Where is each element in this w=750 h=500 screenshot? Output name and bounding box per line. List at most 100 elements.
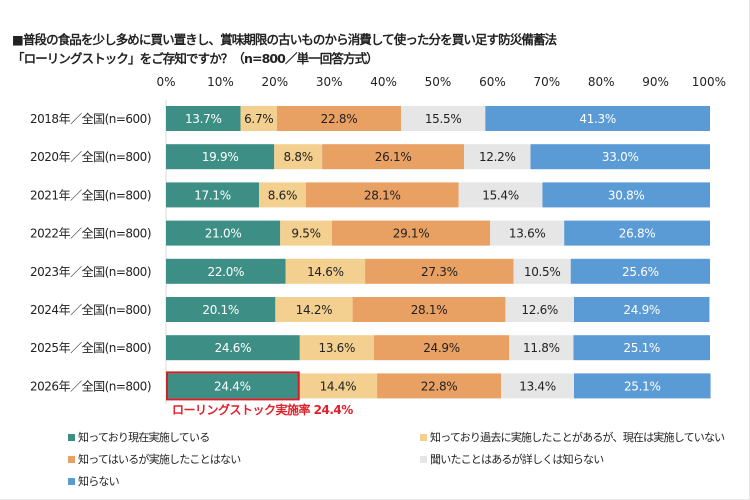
bar-segment: [166, 335, 300, 361]
bar-segment: [166, 182, 260, 208]
bar-segment: [573, 335, 710, 361]
data-label: 26.8%: [619, 227, 656, 241]
data-label: 13.7%: [185, 112, 222, 126]
bar-segment: [377, 373, 502, 399]
bar-segment: [570, 258, 710, 284]
data-label: 8.6%: [268, 188, 297, 202]
bar-segment: [542, 182, 710, 208]
chart-title: ■普段の食品を少し多めに買い置きし、賞味期限の古いものから消費して使った分を買い…: [12, 30, 740, 68]
data-label: 6.7%: [244, 112, 273, 126]
category-label: 2018年／全国(n=600): [30, 111, 151, 126]
data-label: 14.4%: [320, 379, 357, 393]
bar-segment: [166, 297, 276, 322]
data-label: 14.2%: [296, 303, 333, 317]
data-label: 26.1%: [375, 150, 412, 164]
x-tick-label: 20%: [261, 75, 288, 89]
bar-segment: [285, 258, 366, 284]
data-label: 24.9%: [623, 303, 660, 317]
bar-segment: [299, 335, 374, 361]
category-label: 2025年／全国(n=800): [30, 340, 151, 355]
data-label: 13.4%: [519, 379, 556, 393]
bar-segment: [305, 182, 459, 208]
data-label: 13.6%: [509, 227, 546, 241]
data-label: 19.9%: [202, 150, 239, 164]
data-label: 15.5%: [425, 112, 462, 126]
data-label: 24.6%: [215, 341, 252, 355]
data-label: 25.1%: [624, 379, 661, 393]
bar-segment: [365, 258, 514, 284]
data-label: 25.6%: [622, 265, 659, 279]
bar-segment: [485, 106, 710, 131]
data-label: 12.6%: [521, 303, 558, 317]
data-label: 20.1%: [202, 303, 239, 317]
bar-segment: [373, 335, 510, 361]
bar-segment: [166, 220, 281, 246]
bar-segment: [574, 373, 711, 399]
x-tick-label: 30%: [316, 75, 343, 89]
data-label: 8.8%: [284, 150, 313, 164]
x-tick-label: 80%: [588, 75, 615, 89]
bar-segment: [166, 144, 275, 170]
bar-segment: [509, 335, 574, 361]
bar-segment: [166, 373, 299, 399]
bar-segment: [401, 106, 486, 131]
chart-title-line-1: ■普段の食品を少し多めに買い置きし、賞味期限の古いものから消費して使った分を買い…: [12, 32, 557, 47]
bar-segment: [276, 106, 402, 131]
category-label: 2022年／全国(n=800): [30, 226, 151, 241]
data-label: 11.8%: [523, 341, 560, 355]
bar-segment: [352, 297, 506, 322]
data-label: 24.4%: [214, 379, 251, 393]
data-label: 29.1%: [393, 227, 430, 241]
category-label: 2020年／全国(n=800): [30, 149, 151, 164]
bar-segment: [505, 297, 574, 322]
bar-segment: [166, 258, 286, 284]
data-label: 24.9%: [423, 341, 460, 355]
data-label: 12.2%: [479, 150, 516, 164]
data-label: 15.4%: [482, 188, 519, 202]
x-tick-label: 50%: [425, 75, 452, 89]
bar-segment: [331, 220, 491, 246]
category-label: 2021年／全国(n=800): [30, 187, 151, 202]
bar-segment: [564, 220, 710, 246]
bar-segment: [280, 220, 332, 246]
data-label: 41.3%: [579, 112, 616, 126]
data-label: 14.6%: [307, 265, 344, 279]
bar-segment: [166, 106, 241, 131]
data-label: 9.5%: [291, 227, 320, 241]
data-label: 25.1%: [623, 341, 660, 355]
bar-segment: [490, 220, 565, 246]
data-label: 28.1%: [411, 303, 448, 317]
bar-segment: [574, 297, 710, 322]
x-tick-label: 90%: [642, 75, 669, 89]
x-tick-label: 70%: [533, 75, 560, 89]
data-label: 10.5%: [524, 265, 561, 279]
x-tick-label: 60%: [479, 75, 506, 89]
data-label: 21.0%: [205, 227, 242, 241]
x-tick-label: 10%: [207, 75, 234, 89]
highlight-box: [166, 371, 300, 401]
data-label: 13.6%: [319, 341, 356, 355]
data-label: 30.8%: [608, 188, 645, 202]
bar-segment: [259, 182, 306, 208]
data-label: 17.1%: [194, 188, 231, 202]
data-label: 22.8%: [321, 112, 358, 126]
category-label: 2023年／全国(n=800): [30, 264, 151, 279]
data-label: 22.0%: [208, 265, 245, 279]
bar-segment: [464, 144, 531, 170]
x-tick-label: 40%: [370, 75, 397, 89]
bar-segment: [530, 144, 710, 170]
bar-segment: [458, 182, 543, 208]
x-tick-label: 0%: [156, 75, 175, 89]
bar-segment: [298, 373, 378, 399]
bar-segment: [240, 106, 277, 131]
category-label: 2024年／全国(n=800): [30, 302, 151, 317]
data-label: 27.3%: [421, 265, 458, 279]
bar-segment: [274, 144, 323, 170]
data-label: 33.0%: [602, 150, 639, 164]
data-label: 28.1%: [364, 188, 401, 202]
bar-segment: [322, 144, 465, 170]
bar-segment: [275, 297, 353, 322]
bar-segment: [501, 373, 574, 399]
data-label: 22.8%: [421, 379, 458, 393]
